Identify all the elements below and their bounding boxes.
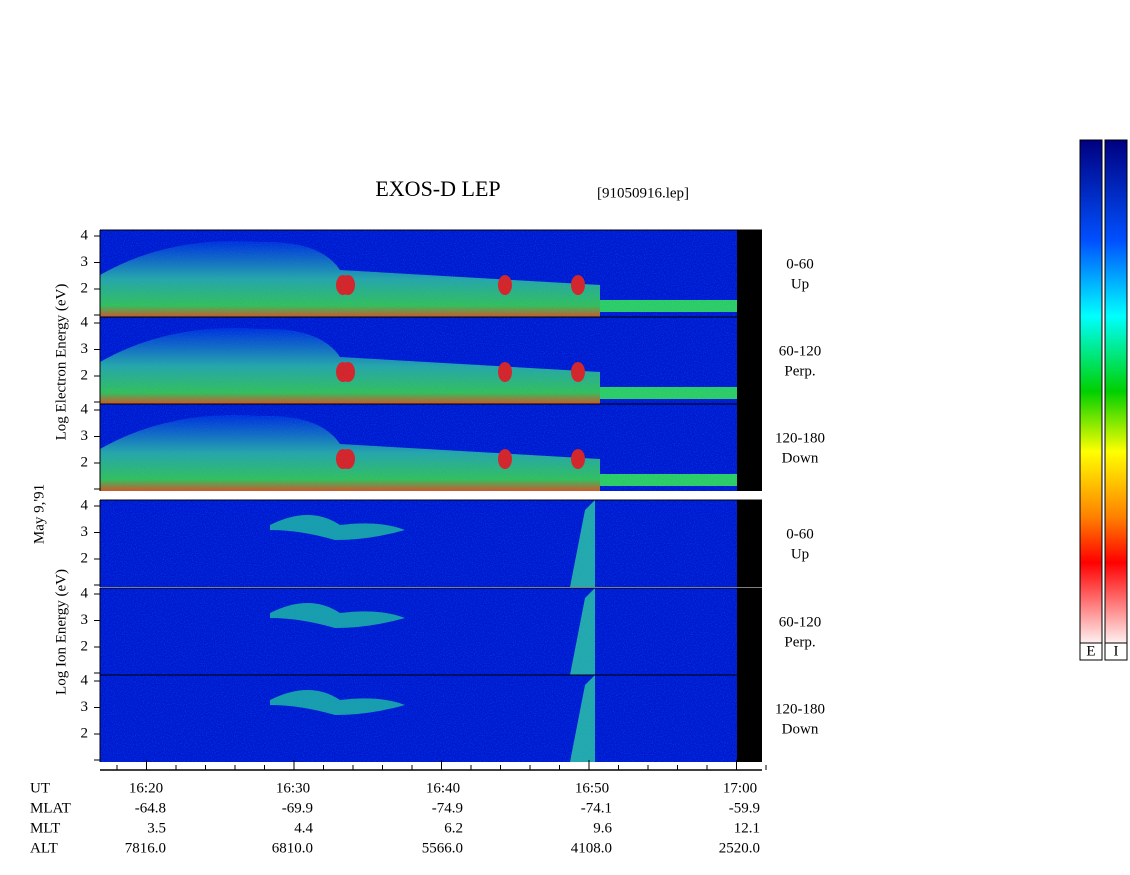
- row-value: 7816.0: [125, 840, 166, 856]
- electron-axis-label: Log Electron Energy (eV): [53, 284, 69, 441]
- spectrogram-noise: [100, 675, 737, 762]
- row-value: 16:50: [575, 780, 609, 796]
- spectrogram-noise: [100, 404, 737, 491]
- colorbar: [1104, 139, 1128, 644]
- no-data-strip: [737, 230, 762, 317]
- row-value: -74.1: [581, 800, 612, 816]
- direction-label: Up: [791, 546, 809, 562]
- direction-label: Down: [782, 721, 819, 737]
- y-tick-label: 4: [81, 672, 89, 688]
- file-name: [91050916.lep]: [597, 185, 689, 201]
- angle-label: 60-120: [779, 343, 822, 359]
- y-tick-label: 2: [81, 550, 89, 566]
- y-tick-label: 4: [81, 585, 89, 601]
- spectrogram-noise: [100, 500, 737, 587]
- y-tick-label: 4: [81, 314, 89, 330]
- no-data-strip: [737, 404, 762, 491]
- row-value: 6.2: [444, 820, 463, 836]
- direction-label: Up: [791, 276, 809, 292]
- colorbar-label-box: [1104, 642, 1128, 661]
- y-tick-label: 3: [81, 612, 89, 628]
- date-label: May 9,'91: [31, 484, 47, 544]
- y-tick-label: 4: [81, 497, 89, 513]
- no-data-strip: [737, 675, 762, 762]
- no-data-strip: [737, 588, 762, 675]
- direction-label: Perp.: [784, 363, 815, 379]
- row-value: 17:00: [723, 780, 757, 796]
- y-tick-label: 3: [81, 699, 89, 715]
- row-name: UT: [30, 780, 50, 796]
- y-tick-label: 3: [81, 341, 89, 357]
- y-tick-label: 4: [81, 401, 89, 417]
- y-tick-label: 2: [81, 454, 89, 470]
- spectrogram-noise: [100, 588, 737, 675]
- title: EXOS-D LEP: [375, 176, 500, 201]
- row-value: 16:20: [129, 780, 163, 796]
- colorbar: [1079, 139, 1103, 644]
- row-value: -59.9: [729, 800, 760, 816]
- colorbar-label-box: [1079, 642, 1103, 661]
- row-value: -69.9: [282, 800, 313, 816]
- row-value: 3.5: [147, 820, 166, 836]
- y-tick-label: 2: [81, 280, 89, 296]
- spectrogram-noise: [100, 230, 737, 317]
- y-tick-label: 3: [81, 254, 89, 270]
- row-name: MLAT: [30, 800, 71, 816]
- angle-label: 120-180: [775, 701, 825, 717]
- row-value: 6810.0: [272, 840, 313, 856]
- row-value: 4.4: [294, 820, 313, 836]
- y-tick-label: 3: [81, 428, 89, 444]
- direction-label: Down: [782, 450, 819, 466]
- row-value: -64.8: [135, 800, 166, 816]
- y-tick-label: 4: [81, 227, 89, 243]
- row-value: 16:30: [276, 780, 310, 796]
- angle-label: 0-60: [786, 526, 814, 542]
- colorbar-label: E: [1086, 643, 1095, 659]
- row-value: 12.1: [734, 820, 760, 836]
- y-tick-label: 2: [81, 638, 89, 654]
- y-tick-label: 3: [81, 524, 89, 540]
- spectrogram-noise: [100, 317, 737, 404]
- row-value: 4108.0: [571, 840, 612, 856]
- panels: 4 3 2 0-60 Up 4 3 2 60-120 Perp. 4 3 2 120-180 Down 4 3 2…: [81, 227, 825, 762]
- no-data-strip: [737, 500, 762, 587]
- y-tick-label: 2: [81, 367, 89, 383]
- row-value: 9.6: [593, 820, 612, 836]
- colorbar-label: I: [1114, 643, 1119, 659]
- angle-label: 120-180: [775, 430, 825, 446]
- row-name: MLT: [30, 820, 60, 836]
- time-axis-labels: UT 16:20 16:30 16:40 16:50 17:00 MLAT -64.8 -69.…: [30, 760, 767, 856]
- no-data-strip: [737, 317, 762, 404]
- row-value: 5566.0: [422, 840, 463, 856]
- angle-label: 0-60: [786, 256, 814, 272]
- y-tick-label: 2: [81, 725, 89, 741]
- row-value: 2520.0: [719, 840, 760, 856]
- angle-label: 60-120: [779, 614, 822, 630]
- row-name: ALT: [30, 840, 58, 856]
- row-value: 16:40: [426, 780, 460, 796]
- row-value: -74.9: [432, 800, 463, 816]
- direction-label: Perp.: [784, 634, 815, 650]
- ion-axis-label: Log Ion Energy (eV): [53, 569, 69, 695]
